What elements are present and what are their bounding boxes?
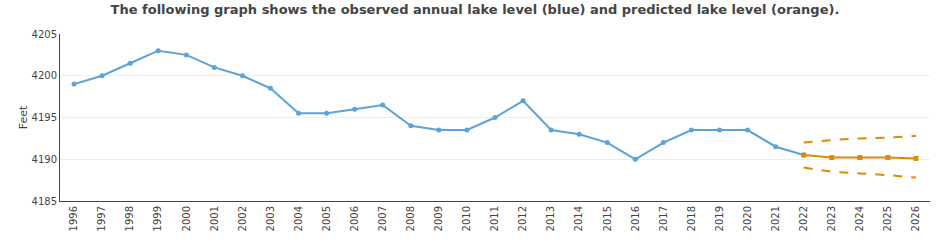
svg-text:2025: 2025 (882, 206, 893, 231)
svg-text:1998: 1998 (124, 206, 135, 231)
svg-text:4200: 4200 (32, 70, 57, 81)
svg-text:The following graph shows the: The following graph shows the observed a… (111, 2, 840, 17)
svg-text:2005: 2005 (321, 206, 332, 231)
svg-text:2014: 2014 (573, 206, 584, 231)
svg-text:2009: 2009 (433, 206, 444, 231)
svg-text:2019: 2019 (714, 206, 725, 231)
svg-text:2012: 2012 (517, 206, 528, 231)
svg-text:2024: 2024 (854, 206, 865, 231)
svg-text:2026: 2026 (910, 206, 921, 231)
svg-text:2018: 2018 (686, 206, 697, 231)
svg-text:2022: 2022 (798, 206, 809, 231)
svg-text:2007: 2007 (377, 206, 388, 231)
svg-text:2020: 2020 (742, 206, 753, 231)
svg-text:2002: 2002 (237, 206, 248, 231)
svg-text:2008: 2008 (405, 206, 416, 231)
svg-text:2016: 2016 (630, 206, 641, 231)
svg-text:4185: 4185 (32, 196, 57, 207)
svg-text:2003: 2003 (265, 206, 276, 231)
svg-text:1999: 1999 (152, 206, 163, 231)
svg-text:1997: 1997 (96, 206, 107, 231)
svg-text:2023: 2023 (826, 206, 837, 231)
svg-text:2000: 2000 (181, 206, 192, 231)
svg-text:Feet: Feet (17, 105, 30, 129)
svg-text:2013: 2013 (545, 206, 556, 231)
svg-text:2010: 2010 (461, 206, 472, 231)
svg-text:4195: 4195 (32, 112, 57, 123)
svg-text:2021: 2021 (770, 206, 781, 231)
svg-text:2006: 2006 (349, 206, 360, 231)
svg-text:2017: 2017 (658, 206, 669, 231)
svg-text:2001: 2001 (209, 206, 220, 231)
svg-text:4205: 4205 (32, 29, 57, 40)
svg-text:2004: 2004 (293, 206, 304, 231)
svg-text:4190: 4190 (32, 154, 57, 165)
svg-text:2011: 2011 (489, 206, 500, 231)
svg-text:2015: 2015 (602, 206, 613, 231)
svg-text:1996: 1996 (68, 206, 79, 231)
